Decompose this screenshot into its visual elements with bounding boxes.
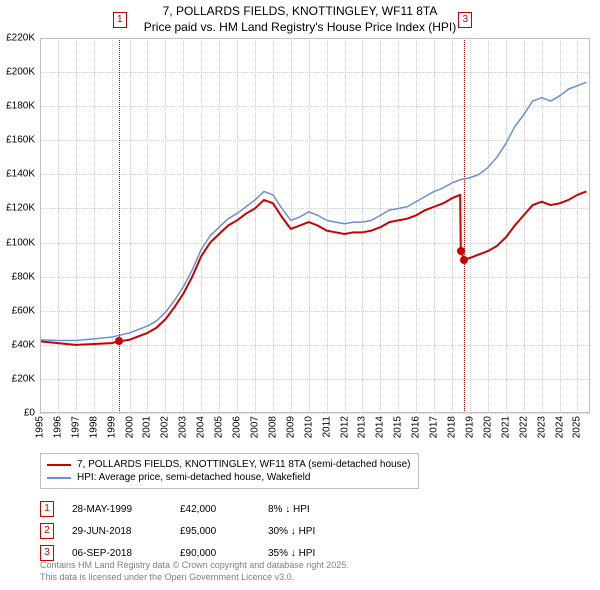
title-subtitle: Price paid vs. HM Land Registry's House …	[0, 20, 600, 36]
series-property	[40, 191, 586, 344]
sale-point	[460, 256, 468, 264]
x-tick-label: 2018	[447, 416, 458, 438]
sale-point	[457, 247, 465, 255]
y-tick-label: £0	[0, 408, 35, 419]
series-lines	[40, 38, 590, 413]
footer-line1: Contains HM Land Registry data © Crown c…	[40, 560, 349, 572]
legend-label: 7, POLLARDS FIELDS, KNOTTINGLEY, WF11 8T…	[77, 459, 410, 470]
y-tick-label: £40K	[0, 339, 35, 350]
sales-date: 29-JUN-2018	[72, 526, 162, 537]
legend-label: HPI: Average price, semi-detached house,…	[77, 472, 310, 483]
x-tick-label: 2025	[572, 416, 583, 438]
x-tick-label: 2014	[375, 416, 386, 438]
gridline-h	[40, 413, 590, 414]
y-tick-label: £60K	[0, 305, 35, 316]
legend: 7, POLLARDS FIELDS, KNOTTINGLEY, WF11 8T…	[40, 453, 419, 489]
y-tick-label: £100K	[0, 237, 35, 248]
x-tick-label: 2019	[464, 416, 475, 438]
sales-price: £90,000	[180, 548, 250, 559]
y-tick-label: £220K	[0, 33, 35, 44]
legend-item: HPI: Average price, semi-detached house,…	[47, 471, 412, 484]
y-tick-label: £120K	[0, 203, 35, 214]
chart-title: 7, POLLARDS FIELDS, KNOTTINGLEY, WF11 8T…	[0, 0, 600, 35]
x-tick-label: 2005	[214, 416, 225, 438]
x-tick-label: 2000	[124, 416, 135, 438]
x-tick-label: 2002	[160, 416, 171, 438]
y-tick-label: £80K	[0, 271, 35, 282]
legend-swatch	[47, 477, 71, 479]
series-hpi	[40, 82, 586, 340]
sale-point	[115, 337, 123, 345]
sales-date: 28-MAY-1999	[72, 504, 162, 515]
x-tick-label: 1998	[88, 416, 99, 438]
x-tick-label: 1995	[35, 416, 46, 438]
sales-badge: 1	[40, 501, 54, 517]
x-tick-label: 2012	[339, 416, 350, 438]
sales-row: 1 28-MAY-1999 £42,000 8% ↓ HPI	[40, 498, 378, 520]
y-tick-label: £160K	[0, 135, 35, 146]
sales-table: 1 28-MAY-1999 £42,000 8% ↓ HPI 2 29-JUN-2018 £…	[40, 498, 378, 564]
x-tick-label: 2007	[249, 416, 260, 438]
sales-delta: 35% ↓ HPI	[268, 548, 378, 559]
sales-row: 2 29-JUN-2018 £95,000 30% ↓ HPI	[40, 520, 378, 542]
x-tick-label: 2011	[321, 416, 332, 438]
x-tick-label: 2006	[232, 416, 243, 438]
footer: Contains HM Land Registry data © Crown c…	[40, 560, 349, 583]
x-tick-label: 2024	[554, 416, 565, 438]
y-tick-label: £20K	[0, 373, 35, 384]
sale-marker-badge: 3	[458, 12, 472, 28]
x-tick-label: 1996	[52, 416, 63, 438]
x-tick-label: 2017	[429, 416, 440, 438]
sales-delta: 8% ↓ HPI	[268, 504, 378, 515]
y-tick-label: £200K	[0, 67, 35, 78]
x-tick-label: 2009	[285, 416, 296, 438]
x-tick-label: 2022	[518, 416, 529, 438]
x-tick-label: 2004	[196, 416, 207, 438]
title-address: 7, POLLARDS FIELDS, KNOTTINGLEY, WF11 8T…	[0, 4, 600, 20]
sale-marker-badge: 1	[113, 12, 127, 28]
x-tick-label: 2003	[178, 416, 189, 438]
x-tick-label: 2001	[142, 416, 153, 438]
sales-price: £95,000	[180, 526, 250, 537]
y-tick-label: £180K	[0, 101, 35, 112]
plot-area: 13 £0£20K£40K£60K£80K£100K£120K£140K£160…	[40, 38, 590, 413]
x-tick-label: 2023	[536, 416, 547, 438]
x-tick-label: 2015	[393, 416, 404, 438]
y-tick-label: £140K	[0, 169, 35, 180]
x-tick-label: 2008	[267, 416, 278, 438]
legend-swatch	[47, 464, 71, 466]
x-tick-label: 2013	[357, 416, 368, 438]
sales-date: 06-SEP-2018	[72, 548, 162, 559]
sales-badge: 2	[40, 523, 54, 539]
x-tick-label: 2016	[411, 416, 422, 438]
sales-delta: 30% ↓ HPI	[268, 526, 378, 537]
sales-badge: 3	[40, 545, 54, 561]
x-tick-label: 2010	[303, 416, 314, 438]
x-tick-label: 2021	[500, 416, 511, 438]
x-tick-label: 2020	[482, 416, 493, 438]
sales-price: £42,000	[180, 504, 250, 515]
footer-line2: This data is licensed under the Open Gov…	[40, 572, 349, 584]
legend-item: 7, POLLARDS FIELDS, KNOTTINGLEY, WF11 8T…	[47, 458, 412, 471]
x-tick-label: 1997	[70, 416, 81, 438]
x-tick-label: 1999	[106, 416, 117, 438]
chart-container: 7, POLLARDS FIELDS, KNOTTINGLEY, WF11 8T…	[0, 0, 600, 590]
